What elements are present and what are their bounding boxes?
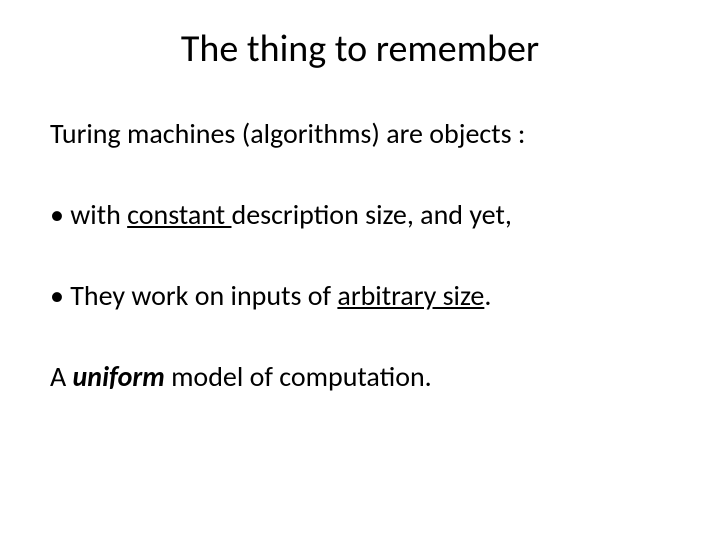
bullet-2: They work on inputs of arbitrary size. [50,278,670,313]
bullet-2-pre: They work on inputs of [70,278,337,313]
bullet-1-pre: with [70,197,127,232]
closing-post: model of computation. [165,359,432,394]
bullet-2-post: . [484,278,491,313]
closing-line: A uniform model of computation. [50,359,670,394]
bullet-1-underline: constant [127,197,231,232]
bullet-1: with constant description size, and yet, [50,197,670,232]
bullet-1-post: description size, and yet, [232,197,512,232]
slide-title: The thing to remember [50,26,670,72]
closing-pre: A [50,359,73,394]
bullet-2-underline: arbitrary size [337,278,484,313]
slide: The thing to remember Turing machines (a… [0,0,720,540]
intro-line: Turing machines (algorithms) are objects… [50,116,670,151]
closing-emph: uniform [73,359,165,394]
